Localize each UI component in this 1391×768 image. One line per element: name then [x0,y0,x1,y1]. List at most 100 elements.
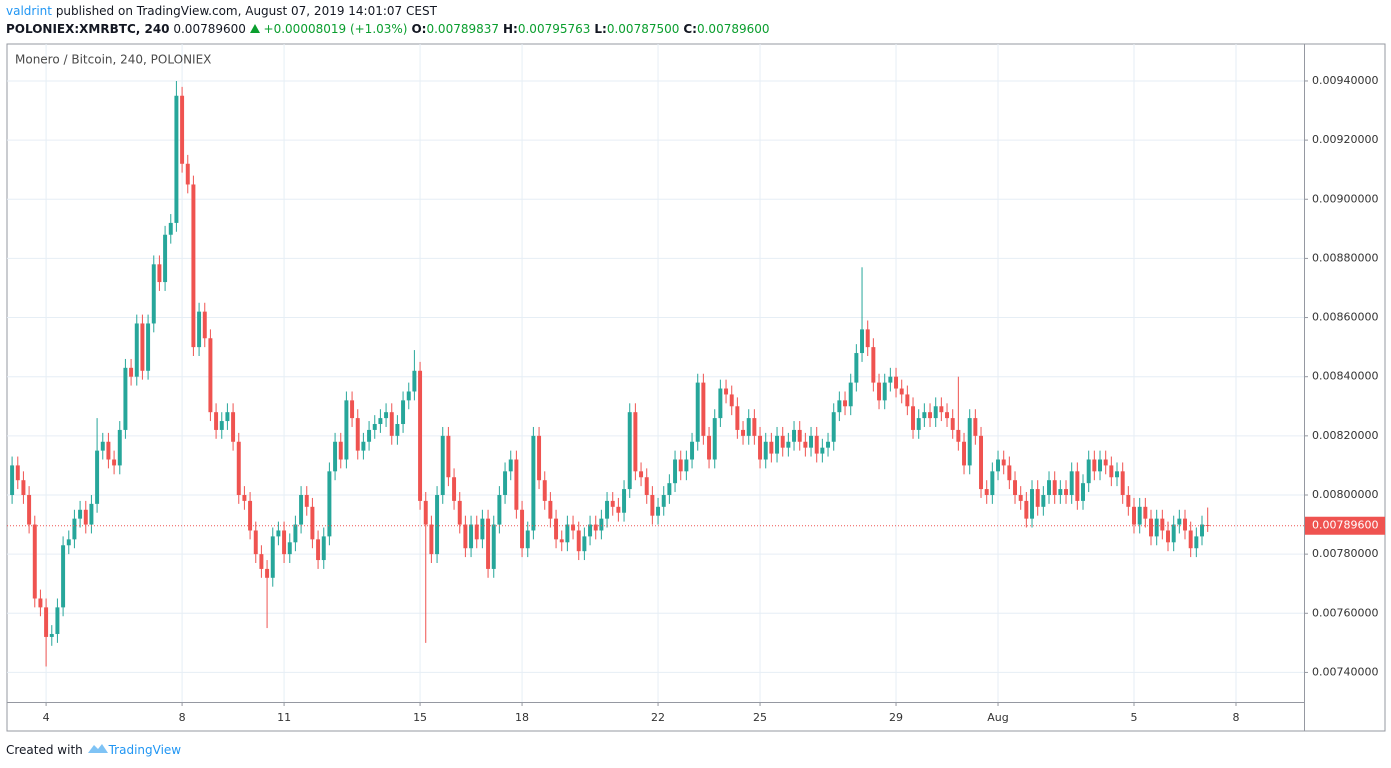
candle-body [508,459,513,472]
candle-body [49,633,54,637]
candle-body [633,412,638,472]
candle-body [967,418,972,466]
candle-body [831,412,836,442]
candle-body [32,524,37,599]
candle-body [418,370,423,501]
candle-body [146,323,151,371]
candle-body [565,524,570,543]
candle-body [106,441,111,460]
ohlc-value: 0.00789600 [696,22,770,36]
candle-body [933,406,938,419]
candle-body [214,412,219,430]
candle-body [661,494,666,507]
candle-body [803,441,808,448]
candle-body [287,542,292,555]
candle-body [389,412,394,436]
candle-body [1154,518,1159,537]
candle-body [899,388,904,395]
candle-body [327,471,332,537]
candle-body [531,435,536,531]
candle-body [1041,494,1046,507]
candle-body [894,376,899,389]
candle-body [129,367,134,377]
ohlc-label: L: [594,22,607,36]
candle-body [134,323,139,377]
candle-body [338,441,343,460]
candle-body [769,441,774,454]
y-tick-label: 0.00740000 [1312,665,1378,678]
candle-body [758,435,763,460]
candle-body [486,518,491,569]
candle-body [741,429,746,436]
ohlc-label: H: [503,22,518,36]
candle-body [310,506,315,540]
candle-body [1194,536,1199,549]
candle-body [639,471,644,478]
candle-body [520,509,525,549]
candle-body [1086,459,1091,484]
candle-body [888,376,893,383]
candle-body [66,539,71,546]
candle-body [1058,489,1063,495]
candle-body [474,524,479,540]
candle-body [554,518,559,540]
candle-body [673,459,678,484]
candle-body [837,400,842,413]
candle-body [248,500,253,531]
candle-body [321,536,326,561]
candle-body [627,412,632,490]
candle-body [650,494,655,516]
candle-body [984,489,989,495]
candle-body [514,459,519,510]
candle-body [576,530,581,552]
y-tick-label: 0.00820000 [1312,429,1378,442]
candle-body [843,400,848,407]
candle-body [1177,518,1182,525]
candle-body [72,518,77,540]
candle-body [979,435,984,490]
candle-body [945,412,950,419]
candle-body [446,435,451,478]
candle-body [786,441,791,448]
candle-body [89,503,94,525]
candle-body [225,412,230,422]
candle-body [355,418,360,451]
candle-body [928,412,933,419]
brand[interactable]: TradingView [108,743,182,757]
y-tick-label: 0.00860000 [1312,311,1378,324]
y-tick-label: 0.00780000 [1312,547,1378,560]
candle-body [197,311,202,348]
author[interactable]: valdrint [6,4,52,18]
candle-body [457,500,462,525]
ohlc-value: 0.00789837 [426,22,500,36]
x-tick-label: 29 [889,711,903,724]
candle-body [112,459,117,466]
last-price: 0.00789600 [173,22,246,36]
last-price-box [1305,516,1385,535]
candle-body [372,424,377,430]
ohlc-label: O: [411,22,427,36]
candle-body [140,323,145,371]
candle-body [1149,518,1153,537]
candle-body [293,524,298,543]
publish-line: valdrint published on TradingView.com, A… [6,4,437,18]
candle-body [571,524,576,531]
candle-body [123,367,128,430]
candle-body [440,435,445,495]
x-tick-label: 15 [413,711,427,724]
candle-body [990,471,995,495]
candle-body [452,477,457,501]
candle-body [729,394,734,407]
candle-body [21,480,26,495]
candle-body [707,435,712,460]
candle-body [1018,494,1023,501]
candle-body [367,429,372,442]
candle-body [497,494,502,525]
candle-body [644,477,649,495]
candle-body [877,382,882,401]
candle-body [384,412,389,419]
candle-body [480,518,485,540]
candle-body [610,500,615,507]
candle-body [412,370,417,392]
frame [6,43,1386,732]
